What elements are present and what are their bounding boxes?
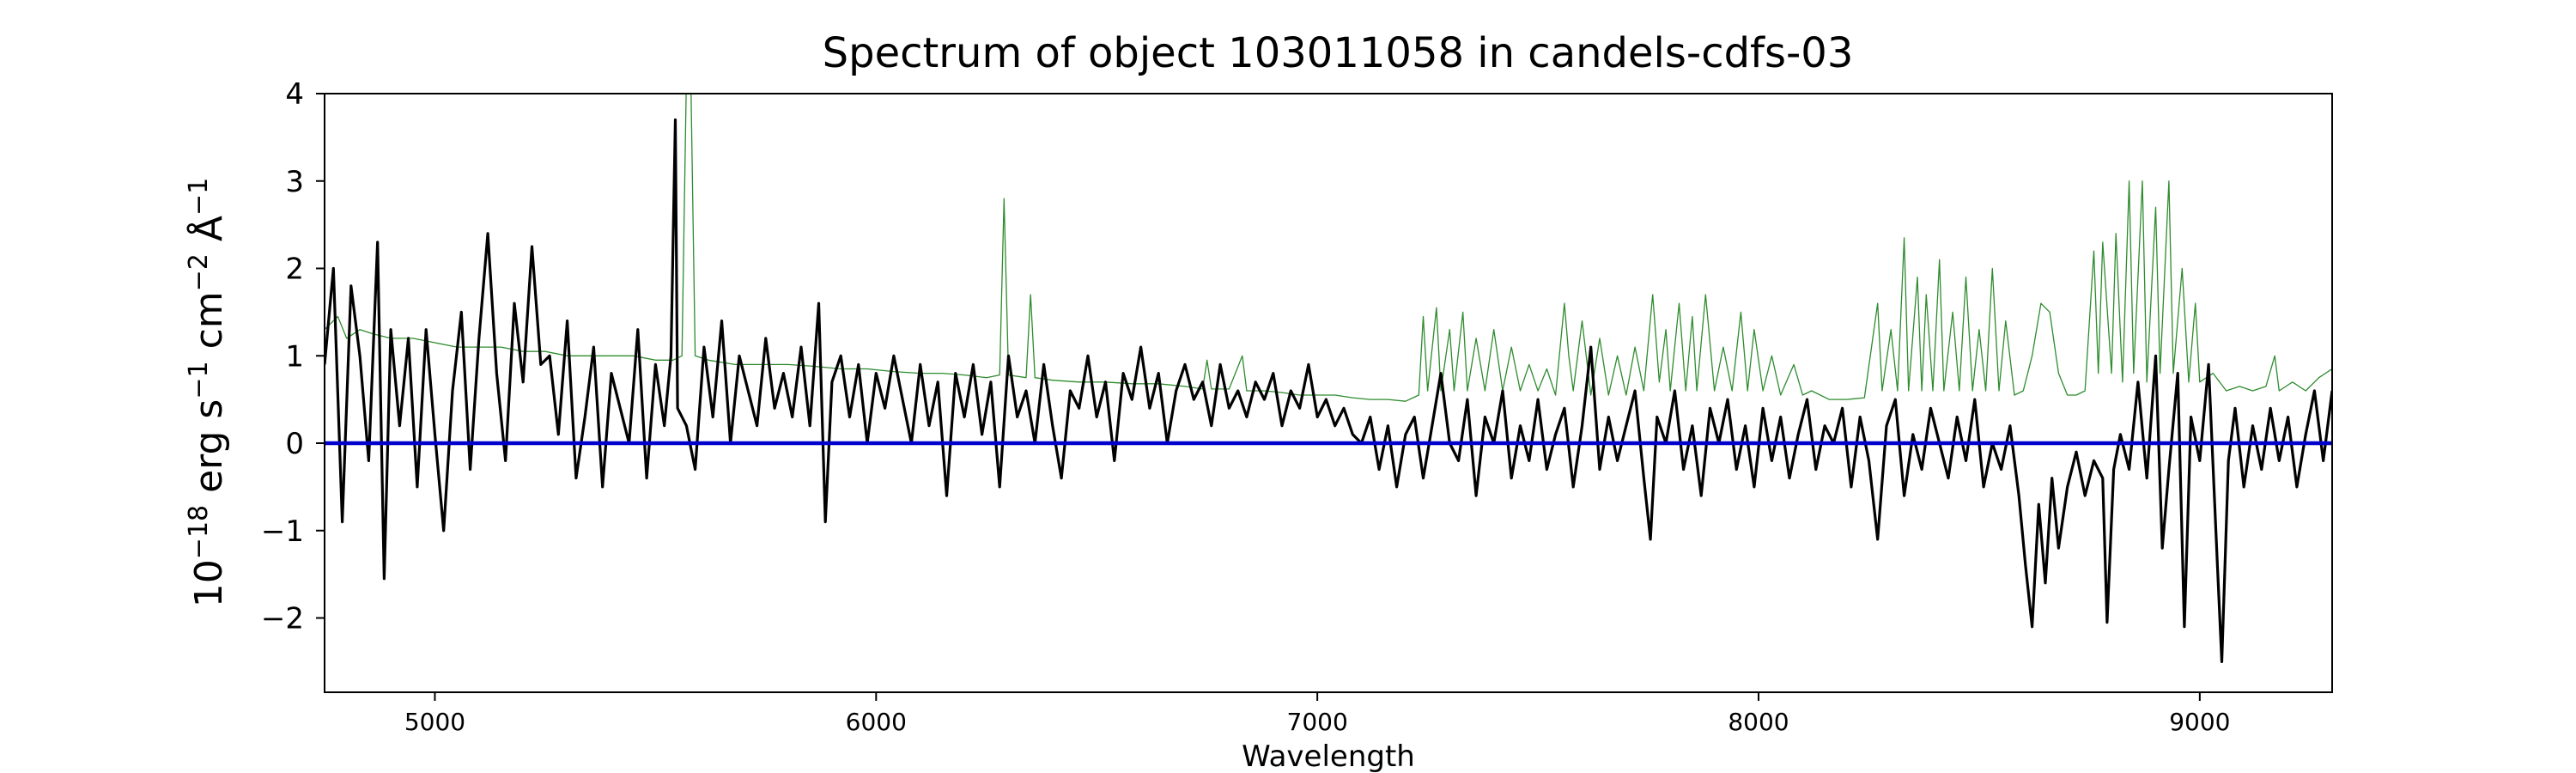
x-tick-label: 7000 bbox=[1287, 708, 1348, 736]
y-axis: −2 −1 0 1 2 3 4 bbox=[261, 77, 325, 636]
y-tick-label: 3 bbox=[285, 165, 304, 199]
y-tick-label: 2 bbox=[285, 253, 304, 287]
x-axis-label: Wavelength bbox=[1242, 740, 1415, 773]
y-label-exp2: −2 bbox=[184, 253, 214, 291]
x-tick-label: 8000 bbox=[1728, 708, 1789, 736]
y-tick-label: −2 bbox=[261, 602, 304, 636]
x-axis: 5000 6000 7000 8000 9000 bbox=[404, 692, 2230, 736]
y-label-unit2: cm bbox=[187, 291, 231, 361]
x-tick-label: 6000 bbox=[846, 708, 907, 736]
y-tick-label: 1 bbox=[285, 339, 304, 374]
series-spectrum-line bbox=[325, 118, 2332, 663]
series-layer bbox=[325, 94, 2332, 663]
series-noise-line bbox=[325, 94, 2332, 402]
y-tick-label: 4 bbox=[285, 77, 304, 112]
y-tick-label: 0 bbox=[285, 427, 304, 461]
x-tick-label: 5000 bbox=[404, 708, 465, 736]
y-axis-label: 10−18 erg s−1 cm−2 Å−1 bbox=[184, 178, 232, 607]
x-tick-label: 9000 bbox=[2169, 708, 2230, 736]
y-label-exp: −18 bbox=[184, 505, 214, 559]
y-label-base: 10 bbox=[187, 559, 231, 607]
y-label-unit1: erg s bbox=[187, 399, 231, 505]
plot-area: 5000 6000 7000 8000 9000 −2 −1 0 1 2 3 4 bbox=[261, 77, 2333, 736]
y-label-exp1: −1 bbox=[184, 361, 214, 399]
y-label-unit3: Å bbox=[185, 216, 231, 253]
y-tick-label: −1 bbox=[261, 514, 304, 549]
y-label-exp3: −1 bbox=[184, 178, 214, 216]
chart-title: Spectrum of object 103011058 in candels-… bbox=[823, 29, 1854, 77]
plot-frame bbox=[324, 93, 2333, 693]
